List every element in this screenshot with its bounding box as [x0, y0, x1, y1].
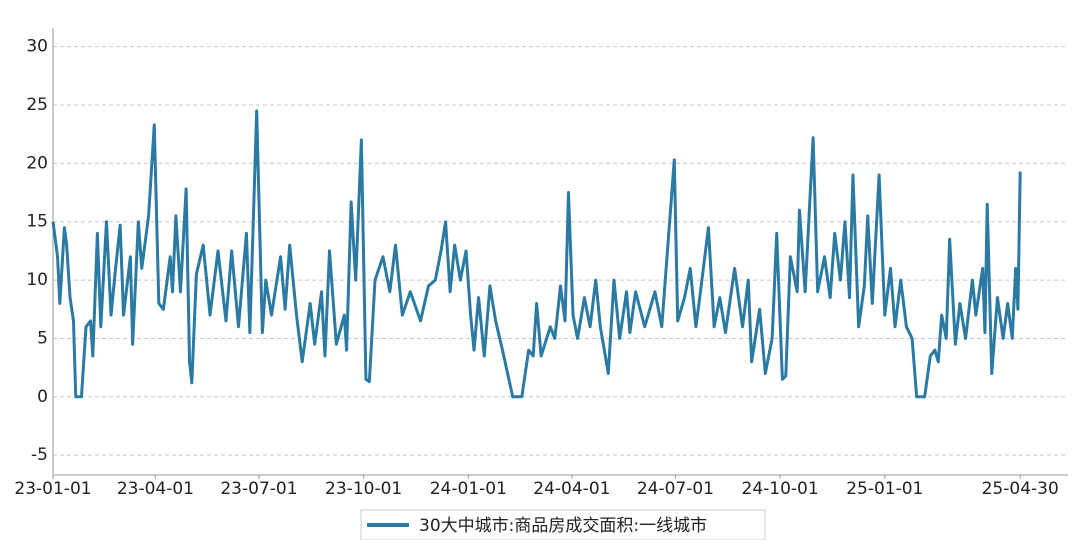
y-tick-label: -5: [31, 445, 48, 465]
x-tick-label: 24-07-01: [637, 479, 714, 499]
x-tick-label: 23-01-01: [14, 479, 91, 499]
y-tick-label: 20: [26, 153, 48, 173]
x-tick-label: 25-01-01: [846, 479, 923, 499]
x-tick-label: 23-10-01: [325, 479, 402, 499]
y-tick-label: 0: [37, 387, 48, 407]
y-tick-label: 25: [26, 95, 48, 115]
x-tick-label: 23-04-01: [117, 479, 194, 499]
x-tick-label: 24-04-01: [533, 479, 610, 499]
y-tick-label: 15: [26, 212, 48, 232]
x-tick-label: 24-10-01: [742, 479, 819, 499]
x-tick-label: 23-07-01: [220, 479, 297, 499]
data-line: [51, 109, 1022, 399]
y-tick-label: 5: [37, 328, 48, 348]
x-tick-label: 24-01-01: [430, 479, 507, 499]
y-tick-label: 10: [26, 270, 48, 290]
x-tick-label: 25-04-30: [982, 479, 1059, 499]
legend-label: 30大中城市:商品房成交面积:一线城市: [419, 516, 707, 536]
y-tick-label: 30: [26, 37, 48, 57]
legend-box: [360, 509, 766, 540]
